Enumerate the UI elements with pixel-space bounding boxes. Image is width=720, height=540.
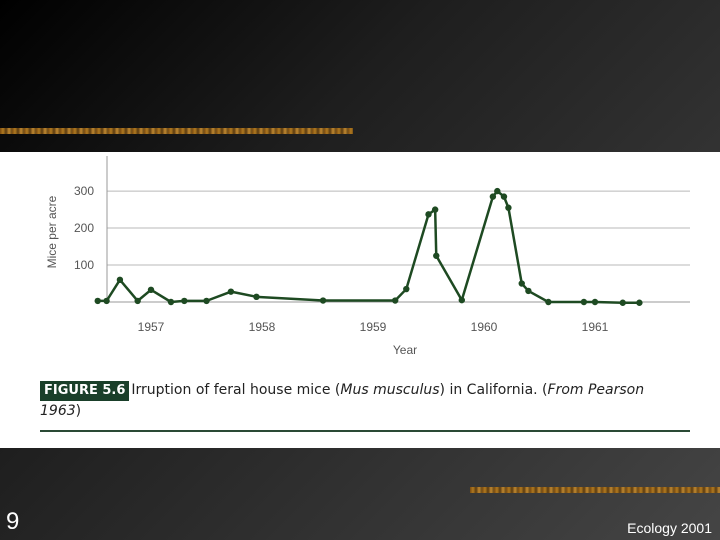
- caption-species: Mus musculus: [340, 382, 440, 398]
- data-point: [392, 297, 399, 304]
- data-point: [591, 298, 599, 306]
- series-line: [97, 189, 640, 304]
- data-point: [227, 288, 235, 295]
- y-tick-label: 100: [74, 258, 94, 272]
- data-point: [619, 299, 626, 306]
- line-chart: 100 200 300 1957 1958 1959 1960 1961 Year Mice pe…: [45, 156, 690, 357]
- data-point: [147, 286, 155, 293]
- figure-panel: 100 200 300 1957 1958 1959 1960 1961 Year Mice pe…: [0, 152, 720, 448]
- data-point: [433, 252, 440, 259]
- footer-text: Ecology 2001: [627, 520, 712, 536]
- data-point: [181, 297, 188, 305]
- caption-text-main: Irruption of feral house mice (: [131, 382, 341, 398]
- x-axis-label: Year: [393, 343, 417, 357]
- data-point: [253, 293, 260, 301]
- data-point: [203, 297, 210, 305]
- decorative-stripe-top: [0, 128, 353, 134]
- caption-text-mid: ) in California. (: [439, 382, 548, 398]
- y-tick-label: 200: [74, 221, 94, 235]
- data-point: [500, 193, 508, 200]
- decorative-stripe-bottom: [470, 487, 720, 493]
- data-point: [505, 204, 512, 211]
- data-point: [580, 298, 588, 306]
- figure-caption: FIGURE 5.6 Irruption of feral house mice …: [40, 380, 680, 421]
- data-point: [134, 297, 141, 305]
- caption-source: From Pearson 1963: [40, 382, 645, 419]
- data-point: [636, 299, 643, 306]
- data-point: [94, 297, 101, 305]
- x-tick-label: 1961: [582, 320, 609, 334]
- x-tick-label: 1960: [471, 320, 498, 334]
- x-tick-label: 1957: [138, 320, 165, 334]
- data-point: [319, 297, 327, 304]
- data-point: [167, 298, 175, 306]
- data-point: [489, 193, 497, 200]
- x-tick-label: 1958: [249, 320, 276, 334]
- data-point: [518, 280, 525, 287]
- caption-rule: [40, 430, 690, 432]
- y-axis-label: Mice per acre: [45, 195, 59, 268]
- caption-text-end: ): [75, 403, 82, 419]
- data-point: [494, 187, 501, 195]
- data-point: [458, 296, 465, 304]
- data-point: [103, 297, 110, 305]
- data-point: [545, 298, 552, 306]
- data-point: [403, 285, 410, 293]
- slide-number: 9: [6, 508, 20, 535]
- data-point: [431, 206, 439, 213]
- x-tick-label: 1959: [360, 320, 387, 334]
- figure-badge: FIGURE 5.6: [40, 381, 130, 401]
- data-point: [425, 211, 432, 218]
- data-point: [525, 287, 532, 295]
- y-tick-label: 300: [74, 184, 94, 198]
- data-point: [116, 276, 124, 284]
